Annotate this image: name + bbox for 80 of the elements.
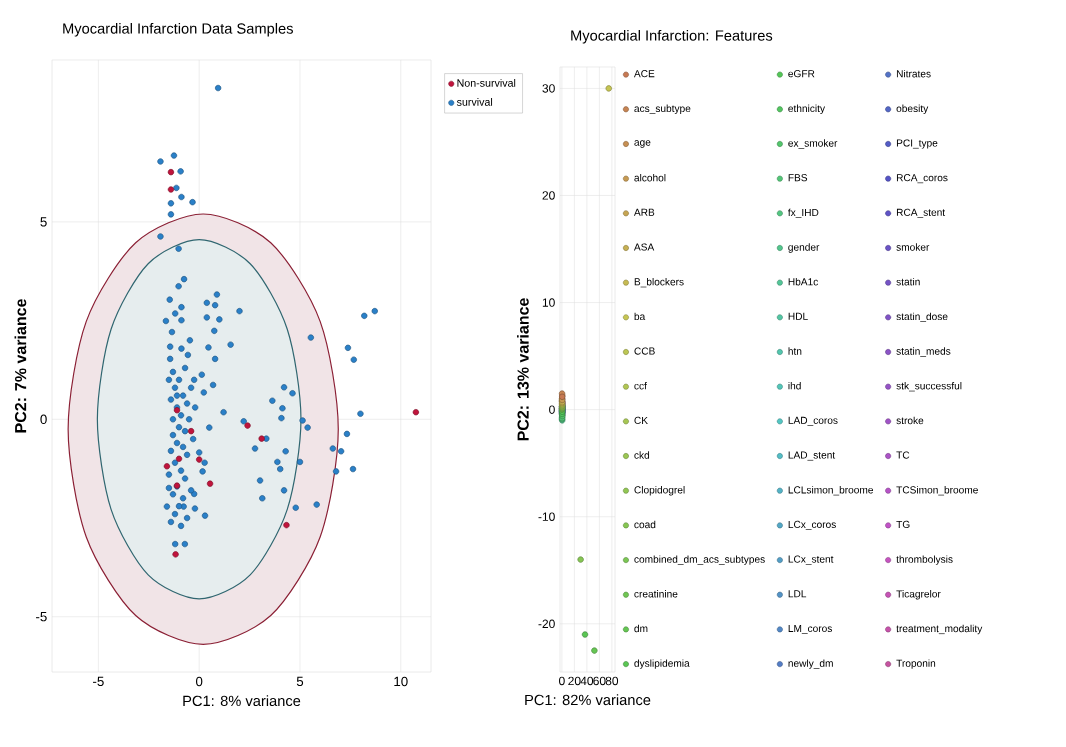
legend-label: LAD_coros [788, 416, 838, 426]
legend-label: LAD_stent [788, 451, 836, 461]
legend-label: coad [634, 520, 656, 529]
legend-label: LCx_coros [788, 520, 836, 530]
y-tick-label: 30 [542, 84, 555, 93]
legend-label: PCI_type [896, 139, 938, 149]
x-tick-label: 10 [394, 676, 408, 687]
legend-label: ba [634, 312, 646, 321]
x-tick-label: 60 [593, 676, 606, 686]
legend-label: TG [896, 520, 910, 529]
legend-label: B_blockers [634, 277, 684, 288]
legend-label: treatment_modality [896, 624, 983, 635]
legend-label: dyslipidemia [634, 659, 690, 669]
legend-label: stk_successful [896, 382, 962, 392]
legend-label: statin_dose [896, 312, 948, 323]
legend-label: Clopidogrel [634, 486, 685, 496]
legend-label: dm [634, 624, 648, 633]
legend-label: creatinine [634, 590, 678, 598]
legend-label: statin_meds [896, 347, 951, 357]
legend-label: Ticagrelor [896, 590, 941, 600]
x-axis-title: PC1: 8% variance [183, 695, 301, 707]
legend-label: TC [896, 451, 910, 459]
legend-label: smoker [896, 243, 930, 251]
legend-label: TCSimon_broome [896, 486, 978, 496]
legend-label: HDL [788, 312, 808, 320]
legend-label: ACE [633, 70, 655, 78]
legend-label: alcohol [634, 173, 666, 182]
legend-label: ihd [788, 382, 801, 390]
legend-label: survival [456, 97, 493, 106]
legend-label: ARB [633, 208, 655, 216]
y-axis-title: PC2: 7% variance [14, 299, 27, 433]
text: Myocardial Infarction: Features [571, 29, 773, 44]
legend-label: eGFR [788, 70, 815, 78]
legend-label: htn [788, 347, 802, 355]
chart-title: Myocardial Infarction Data Samples [63, 22, 293, 37]
x-tick-label: 5 [296, 676, 304, 687]
y-axis-title: PC2: 13% variance [517, 298, 529, 441]
legend-label: ckd [634, 451, 650, 459]
legend-label: ASA [633, 243, 655, 251]
legend-label: age [634, 140, 651, 148]
x-tick-label: -5 [93, 676, 104, 687]
legend-label: FBS [788, 174, 808, 182]
y-tick-label: 0 [40, 414, 47, 425]
legend-label: newly_dm [788, 659, 833, 669]
legend-label: LCx_stent [788, 555, 834, 565]
legend-label: LDL [788, 590, 807, 598]
legend-label: CCB [634, 347, 655, 355]
x-tick-label: 40 [580, 676, 594, 686]
legend-label: ethnicity [788, 104, 826, 115]
legend-label: ex_smoker [788, 139, 838, 149]
x-tick-label: 80 [605, 676, 619, 686]
legend-label: Nitrates [896, 69, 931, 78]
legend-label: HbA1c [788, 277, 819, 286]
y-tick-label: -5 [36, 612, 47, 622]
y-tick-label: 0 [549, 405, 555, 414]
x-tick-label: 20 [568, 676, 581, 686]
legend-label: CK [634, 416, 648, 424]
y-tick-label: 5 [40, 217, 47, 227]
legend-label: LM_coros [788, 624, 832, 634]
y-tick-label: 10 [542, 298, 555, 307]
x-tick-label: 0 [195, 676, 203, 687]
y-tick-label: -10 [538, 512, 555, 521]
legend-label: acs_subtype [634, 104, 691, 115]
legend-label: Troponin [896, 659, 936, 669]
legend-label: statin [896, 277, 920, 286]
x-axis-title: PC1: 82% variance [525, 694, 651, 706]
legend-label: obesity [896, 104, 929, 115]
legend-label: fx_IHD [788, 208, 819, 218]
legend-label: LCLsimon_broome [788, 486, 873, 496]
legend-label: combined_dm_acs_subtypes [634, 555, 765, 565]
legend-label: ccf [634, 382, 647, 390]
legend-label: thrombolysis [896, 555, 953, 565]
y-tick-label: -20 [538, 619, 555, 629]
x-tick-label: 0 [559, 676, 565, 686]
legend-label: RCA_stent [896, 208, 946, 218]
legend-label: RCA_coros [896, 174, 948, 184]
legend-label: gender [788, 243, 820, 253]
legend-label: Non-survival [457, 78, 516, 87]
legend-label: stroke [896, 416, 924, 425]
y-tick-label: 20 [542, 191, 555, 200]
